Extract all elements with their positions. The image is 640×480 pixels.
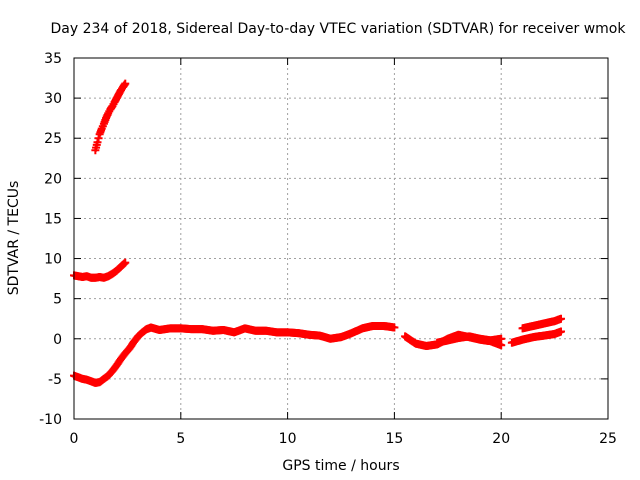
series-arc-night-a (433, 332, 506, 347)
x-tick-label: 10 (279, 431, 297, 447)
y-tick-label: 15 (44, 211, 62, 227)
x-tick-label: 25 (599, 431, 617, 447)
chart-title: Day 234 of 2018, Sidereal Day-to-day VTE… (51, 21, 627, 37)
y-tick-label: 35 (44, 51, 62, 67)
series-arc-high (91, 79, 130, 155)
data-point (557, 327, 566, 336)
x-axis-label: GPS time / hours (282, 458, 399, 474)
data-point (390, 323, 399, 332)
y-tick-label: 0 (53, 332, 62, 348)
x-tick-label: 20 (492, 431, 510, 447)
data-point (557, 314, 566, 323)
y-axis-label: SDTVAR / TECUs (6, 181, 22, 296)
y-tick-label: -10 (39, 412, 62, 428)
data-point (94, 134, 103, 143)
y-tick-label: 25 (44, 131, 62, 147)
plot-frame (73, 57, 609, 420)
series-arc-night-b (507, 327, 566, 347)
x-tick-label: 15 (385, 431, 403, 447)
y-tick-label: 20 (44, 171, 62, 187)
data-points (70, 79, 566, 387)
y-tick-label: 10 (44, 252, 62, 268)
data-point (121, 258, 130, 267)
series-arc-mid (70, 258, 130, 282)
data-point (93, 138, 102, 147)
x-tick-label: 5 (176, 431, 185, 447)
data-point (497, 334, 506, 343)
y-tick-label: -5 (48, 372, 62, 388)
y-tick-label: 5 (53, 292, 62, 308)
x-tick-label: 0 (70, 431, 79, 447)
axes: 0 5 10 15 20 25 -10 -5 0 5 10 15 20 25 30 35 (39, 51, 617, 447)
series-arc-night-c (518, 314, 566, 333)
y-tick-label: 30 (44, 91, 62, 107)
series-arc-main (70, 321, 399, 387)
data-point (121, 79, 130, 88)
